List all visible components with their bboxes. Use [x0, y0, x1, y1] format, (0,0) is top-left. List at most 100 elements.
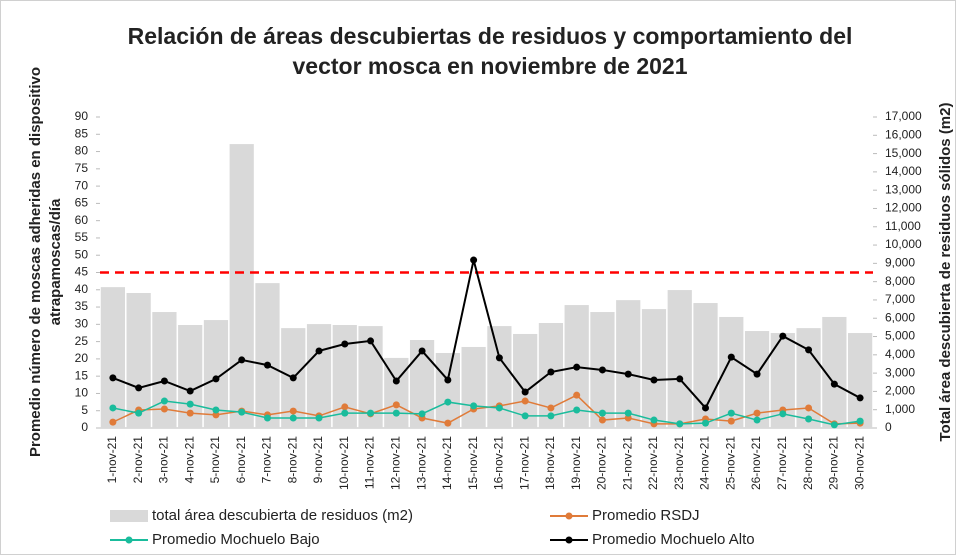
line-marker: [418, 410, 426, 418]
y-tick-label: 40: [75, 282, 89, 296]
y2-tick-label: 11,000: [885, 219, 921, 233]
line-marker: [367, 409, 375, 417]
line-marker: [805, 415, 813, 423]
line-marker: [109, 374, 117, 382]
legend-label: total área descubierta de residuos (m2): [152, 507, 413, 524]
line-marker: [212, 411, 220, 419]
x-tick-label: 4-nov-21: [182, 436, 196, 484]
line-marker: [495, 354, 503, 362]
y-tick-label: 0: [81, 420, 88, 434]
y-tick-label: 80: [75, 144, 89, 158]
line-marker: [805, 404, 813, 412]
line-marker: [238, 356, 246, 364]
x-tick-label: 8-nov-21: [285, 436, 299, 484]
x-tick-label: 14-nov-21: [440, 436, 454, 490]
legend-swatch: [565, 512, 573, 520]
x-tick-label: 19-nov-21: [569, 436, 583, 490]
line-marker: [315, 347, 323, 355]
legend-swatch: [110, 510, 148, 522]
line-marker: [392, 401, 400, 409]
line-marker: [160, 377, 168, 385]
line-marker: [702, 419, 710, 427]
x-tick-label: 28-nov-21: [801, 436, 815, 490]
line-marker: [367, 337, 375, 345]
y-axis-title: atrapamoscas/día: [47, 198, 64, 325]
line-marker: [135, 409, 143, 417]
y2-tick-label: 14,000: [885, 164, 922, 178]
y-tick-label: 75: [75, 161, 89, 175]
line-marker: [470, 402, 478, 410]
bar: [229, 144, 254, 428]
x-tick-label: 2-nov-21: [131, 436, 145, 484]
line-marker: [289, 407, 297, 415]
line-marker: [521, 397, 529, 405]
y2-tick-label: 10,000: [885, 237, 922, 251]
y-tick-label: 10: [75, 386, 89, 400]
x-tick-label: 16-nov-21: [492, 436, 506, 490]
line-marker: [341, 403, 349, 411]
bar: [255, 283, 280, 428]
line-marker: [830, 380, 838, 388]
x-tick-label: 5-nov-21: [208, 436, 222, 484]
line-series: [112, 259, 861, 410]
y-axis-title: Promedio número de moscas adheridas en d…: [27, 67, 44, 457]
x-tick-label: 29-nov-21: [827, 436, 841, 490]
line-marker: [495, 404, 503, 412]
y2-tick-label: 15,000: [885, 146, 922, 160]
x-tick-label: 13-nov-21: [414, 436, 428, 490]
x-tick-label: 21-nov-21: [620, 436, 634, 490]
y2-tick-label: 0: [885, 420, 892, 434]
x-tick-label: 3-nov-21: [157, 436, 171, 484]
line-marker: [650, 376, 658, 384]
y-tick-label: 65: [75, 196, 89, 210]
line-marker: [753, 416, 761, 424]
y-tick-label: 20: [75, 351, 89, 365]
x-tick-label: 20-nov-21: [595, 436, 609, 490]
y2-tick-label: 2,000: [885, 384, 915, 398]
line-marker: [830, 421, 838, 429]
legend-swatch: [125, 536, 133, 544]
line-marker: [676, 420, 684, 428]
line-marker: [160, 405, 168, 413]
legend-label: Promedio Mochuelo Alto: [592, 531, 755, 548]
y2-tick-label: 6,000: [885, 310, 915, 324]
line-marker: [470, 256, 478, 264]
chart-title: vector mosca en noviembre de 2021: [292, 53, 687, 79]
line-marker: [444, 398, 452, 406]
line-marker: [109, 404, 117, 412]
line-marker: [598, 366, 606, 374]
y2-axis-title: Total área descubierta de residuos sólid…: [937, 103, 954, 442]
y-tick-label: 60: [75, 213, 89, 227]
line-marker: [135, 384, 143, 392]
bar: [435, 352, 460, 428]
line-marker: [186, 400, 194, 408]
legend-label: Promedio RSDJ: [592, 507, 700, 524]
y-tick-label: 90: [75, 109, 89, 123]
line-marker: [753, 370, 761, 378]
y-tick-label: 55: [75, 230, 89, 244]
line-marker: [263, 414, 271, 422]
x-tick-label: 25-nov-21: [723, 436, 737, 490]
line-marker: [392, 377, 400, 385]
y-tick-label: 50: [75, 247, 89, 261]
line-marker: [650, 416, 658, 424]
line-marker: [598, 416, 606, 424]
line-marker: [392, 409, 400, 417]
legend-swatch: [565, 536, 573, 544]
y2-tick-label: 12,000: [885, 201, 922, 215]
x-tick-label: 1-nov-21: [105, 436, 119, 484]
y2-tick-label: 13,000: [885, 182, 922, 196]
line-marker: [186, 387, 194, 395]
y-tick-label: 70: [75, 178, 89, 192]
x-tick-label: 23-nov-21: [672, 436, 686, 490]
y2-tick-label: 9,000: [885, 256, 915, 270]
line-marker: [547, 404, 555, 412]
line-marker: [521, 412, 529, 420]
y2-tick-label: 5,000: [885, 329, 915, 343]
line-marker: [624, 370, 632, 378]
line-marker: [160, 397, 168, 405]
line-marker: [753, 409, 761, 417]
line-marker: [341, 409, 349, 417]
line-marker: [263, 361, 271, 369]
